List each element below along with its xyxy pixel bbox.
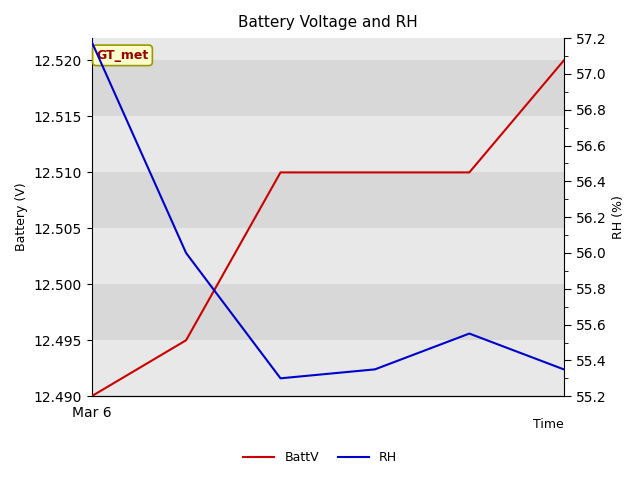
RH: [465, 331, 473, 336]
Bar: [92, 117, 564, 172]
RH: [88, 39, 95, 45]
RH: [371, 367, 379, 372]
BattV: [276, 169, 284, 175]
Title: Battery Voltage and RH: Battery Voltage and RH: [238, 15, 417, 30]
Y-axis label: Battery (V): Battery (V): [15, 183, 28, 252]
Line: RH: RH: [92, 42, 564, 378]
BattV: [465, 169, 473, 175]
RH: [560, 367, 568, 372]
Bar: [92, 340, 564, 396]
Bar: [92, 228, 564, 284]
Bar: [92, 60, 564, 117]
BattV: [560, 58, 568, 63]
BattV: [182, 337, 190, 343]
Y-axis label: RH (%): RH (%): [612, 195, 625, 239]
Line: BattV: BattV: [92, 60, 564, 396]
Bar: [92, 172, 564, 228]
Text: GT_met: GT_met: [97, 49, 148, 62]
Text: Time: Time: [533, 418, 564, 431]
Legend: BattV, RH: BattV, RH: [238, 446, 402, 469]
BattV: [88, 393, 95, 399]
Bar: [92, 284, 564, 340]
RH: [276, 375, 284, 381]
BattV: [371, 169, 379, 175]
RH: [182, 250, 190, 256]
